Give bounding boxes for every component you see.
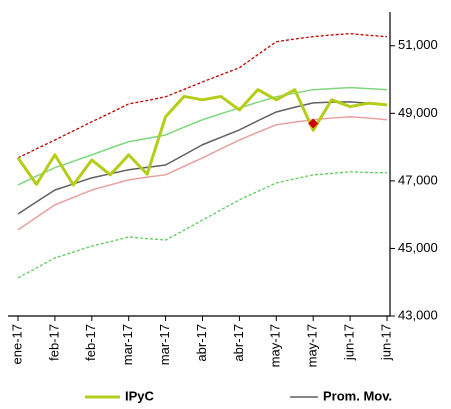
y-tick-label: 45,000: [398, 240, 438, 255]
x-tick-label: jun-17: [342, 324, 357, 361]
x-tick-label: may-17: [268, 324, 283, 367]
x-tick-label: mar-17: [157, 324, 172, 365]
y-tick-label: 43,000: [398, 307, 438, 322]
x-tick-label: feb-17: [46, 324, 61, 361]
y-tick-label: 47,000: [398, 172, 438, 187]
series-line: [17, 115, 388, 231]
legend-label: IPyC: [125, 388, 155, 403]
x-tick-label: mar-17: [120, 324, 135, 365]
x-tick-label: ene-17: [9, 324, 24, 364]
x-tick-label: may-17: [305, 324, 320, 367]
x-tick-label: feb-17: [83, 324, 98, 361]
x-tick-label: abr-17: [194, 324, 209, 362]
y-tick-label: 49,000: [398, 105, 438, 120]
series-line: [17, 171, 388, 279]
series-line: [17, 32, 388, 159]
y-tick-label: 51,000: [398, 37, 438, 52]
x-tick-label: jun-17: [378, 324, 393, 361]
x-tick-label: abr-17: [231, 324, 246, 362]
series-line: [16, 88, 388, 187]
point-marker: [308, 118, 319, 129]
series-line: [17, 86, 388, 186]
legend-label: Prom. Mov.: [323, 388, 392, 403]
series-line: [17, 101, 388, 215]
